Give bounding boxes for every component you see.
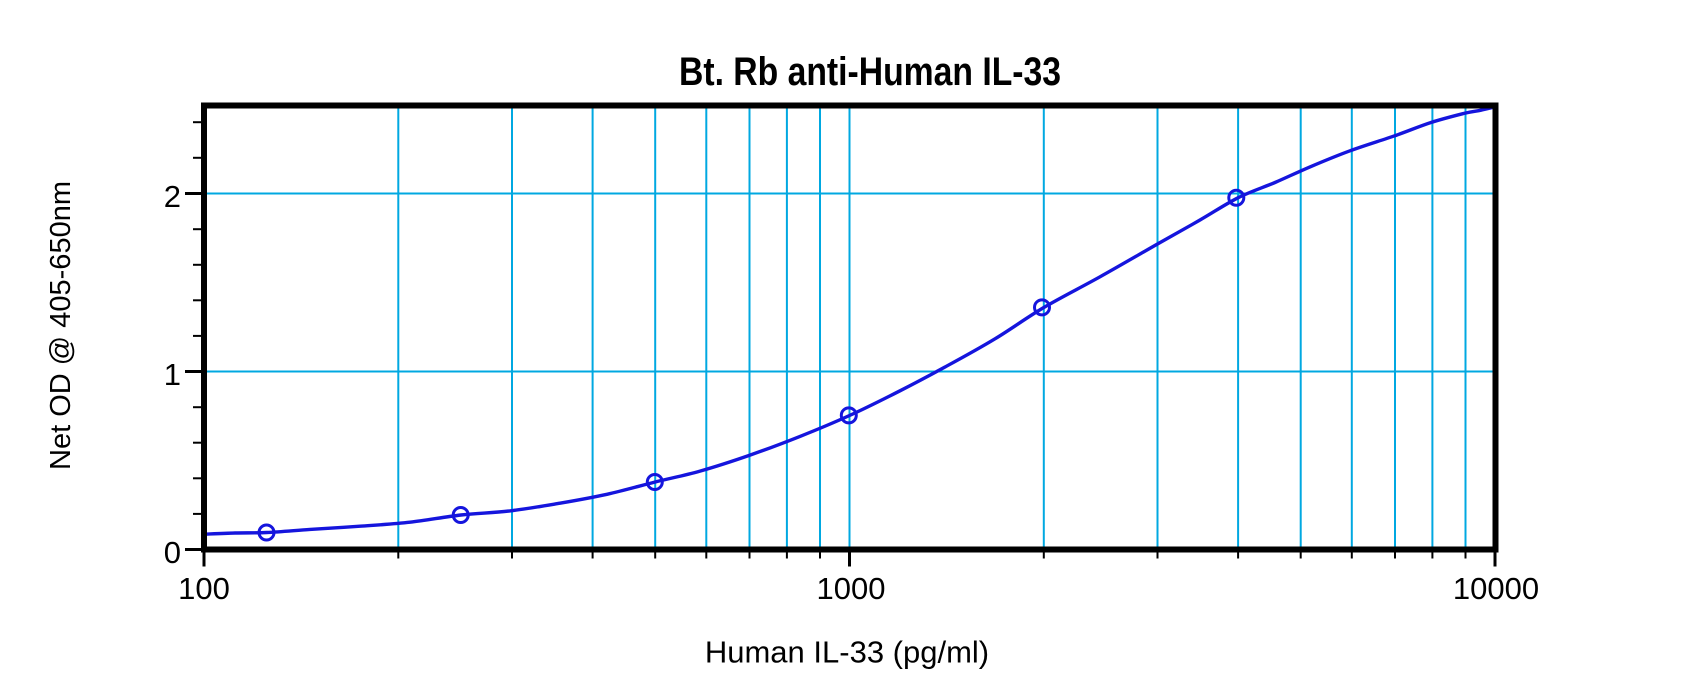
svg-text:1000: 1000 — [817, 571, 886, 606]
svg-text:100: 100 — [178, 571, 230, 606]
svg-text:10000: 10000 — [1453, 571, 1539, 606]
svg-text:Bt. Rb anti-Human IL-33: Bt. Rb anti-Human IL-33 — [679, 50, 1061, 94]
svg-text:Human IL-33 (pg/ml): Human IL-33 (pg/ml) — [705, 635, 989, 670]
svg-text:0: 0 — [164, 535, 181, 570]
svg-text:1: 1 — [164, 357, 181, 392]
svg-text:Net OD @ 405-650nm: Net OD @ 405-650nm — [45, 181, 77, 470]
svg-text:2: 2 — [164, 179, 181, 214]
